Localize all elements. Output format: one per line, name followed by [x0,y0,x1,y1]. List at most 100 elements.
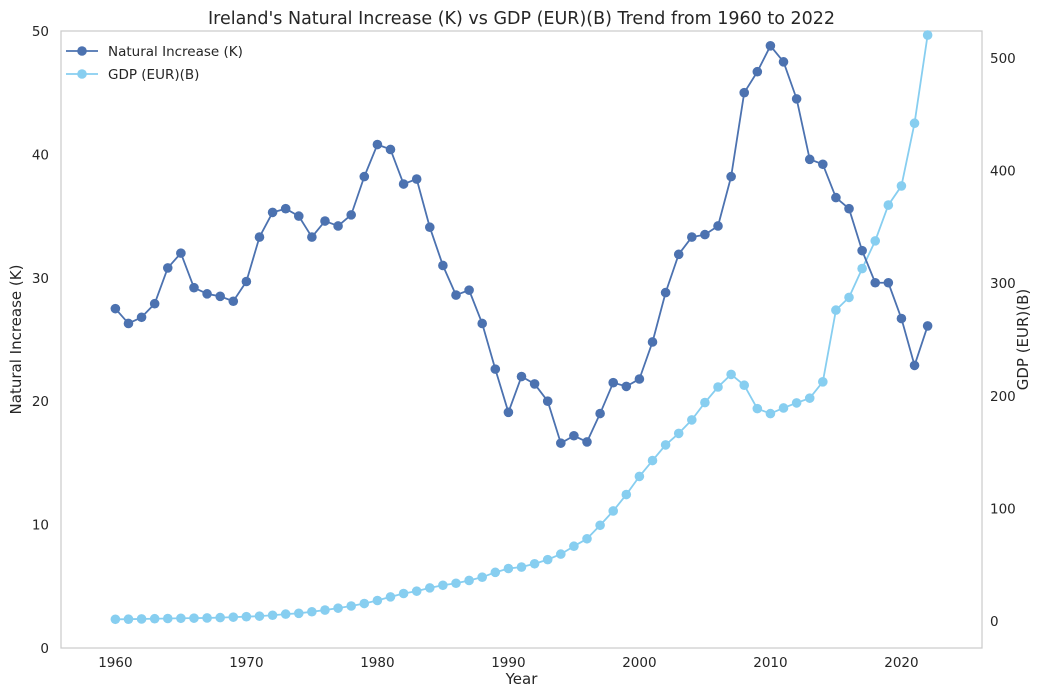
data-point-gdp [228,612,239,622]
data-point-gdp [411,586,422,596]
data-point-natural-increase [307,232,317,242]
data-point-gdp [713,382,723,392]
data-point-gdp [818,377,828,387]
x-tick-label: 1970 [229,655,263,671]
data-point-natural-increase [228,296,239,307]
data-point-gdp [254,611,265,621]
data-point-natural-increase [621,381,632,392]
series-layer [110,30,933,625]
data-point-natural-increase [189,282,199,293]
data-point-gdp [398,588,409,599]
data-point-natural-increase [176,248,186,258]
data-point-gdp [490,567,501,578]
data-point-gdp [791,398,802,408]
data-point-gdp [857,263,867,274]
data-point-gdp [634,471,645,482]
data-point-gdp [673,428,684,439]
data-point-natural-increase [844,203,854,214]
data-point-gdp [831,305,841,315]
data-point-natural-increase [359,171,370,182]
data-point-gdp [280,609,291,619]
data-point-natural-increase [123,318,134,329]
data-point-natural-increase [569,430,579,441]
legend-marker-natural-increase [77,46,87,56]
data-point-natural-increase [791,94,802,104]
data-point-gdp [739,380,750,391]
data-point-gdp [149,613,160,624]
left-y-axis-ticks: 0 10 20 30 40 50 [32,24,49,657]
left-y-tick-label: 0 [40,641,49,657]
right-y-tick-label: 300 [990,276,1016,292]
data-point-gdp [595,520,605,531]
data-point-gdp [333,603,343,613]
data-point-gdp [438,580,448,591]
series-natural-increase [110,41,933,448]
data-point-natural-increase [595,408,605,419]
data-point-natural-increase [503,407,514,418]
data-point-gdp [424,583,435,593]
data-point-gdp [123,614,134,624]
data-point-natural-increase [333,221,343,231]
data-point-gdp [909,118,920,129]
x-tick-label: 2000 [622,655,656,671]
data-point-gdp [700,397,710,408]
data-point-natural-increase [647,337,658,347]
data-point-gdp [293,608,304,619]
x-axis-ticks: 1960 1970 1980 1990 2000 2010 2020 [98,655,918,671]
data-point-natural-increase [857,245,867,256]
data-point-gdp [922,30,933,40]
data-point-natural-increase [346,210,356,220]
data-point-gdp [804,393,815,403]
data-point-natural-increase [700,229,710,240]
data-point-gdp [503,563,514,574]
data-point-natural-increase [110,303,121,314]
data-point-gdp [307,606,317,617]
data-point-natural-increase [136,312,147,323]
data-point-natural-increase [556,438,566,448]
data-point-gdp [189,613,199,623]
right-y-tick-label: 400 [990,164,1016,180]
data-point-natural-increase [634,374,645,384]
data-point-natural-increase [280,203,291,214]
data-point-gdp [529,558,540,569]
data-point-natural-increase [831,192,841,203]
data-point-gdp [267,610,278,621]
data-point-gdp [215,612,225,623]
data-point-gdp [162,613,173,624]
data-point-gdp [241,611,252,622]
data-point-gdp [870,236,881,246]
left-y-tick-label: 30 [32,271,49,287]
data-point-natural-increase [818,159,828,170]
right-y-axis-ticks: 0 100 200 300 400 500 [990,51,1016,630]
data-point-gdp [346,601,356,611]
x-axis-title: Year [505,670,539,688]
data-point-natural-increase [883,277,894,288]
data-point-natural-increase [804,154,815,165]
x-tick-label: 2020 [884,655,918,671]
data-point-natural-increase [870,277,881,288]
data-point-natural-increase [411,174,422,184]
data-point-gdp [726,369,736,380]
data-point-gdp [752,403,763,414]
chart-title: Ireland's Natural Increase (K) vs GDP (E… [208,9,835,29]
right-y-tick-label: 100 [990,501,1016,517]
data-point-gdp [451,578,461,589]
data-point-natural-increase [215,291,225,302]
data-point-natural-increase [162,263,173,273]
data-point-natural-increase [372,139,383,150]
data-point-gdp [660,440,671,450]
data-point-gdp [176,613,186,624]
left-y-tick-label: 20 [32,394,49,410]
plot-frame [60,30,983,649]
data-point-natural-increase [909,360,920,371]
data-point-gdp [687,415,697,425]
right-y-axis-title: GDP (EUR)(B) [1014,289,1032,391]
data-point-gdp [608,506,619,516]
data-point-natural-increase [922,321,933,331]
data-point-natural-increase [660,287,671,298]
data-point-natural-increase [267,207,278,218]
data-point-natural-increase [542,396,553,407]
left-y-tick-label: 50 [32,24,49,40]
data-point-gdp [896,181,907,191]
